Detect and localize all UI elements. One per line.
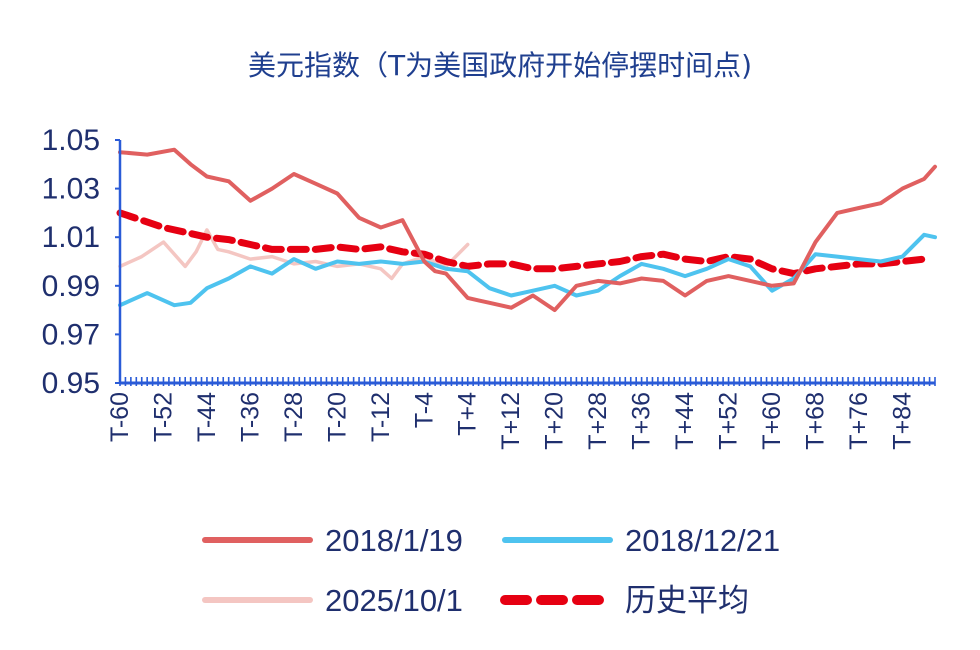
series-line-2 [118,228,470,281]
x-tick-label: T+12 [497,392,525,450]
chart-title: 美元指数（T为美国政府开始停摆时间点) [248,49,752,82]
y-tick-label: 0.95 [42,367,100,400]
x-tick-label: T+60 [758,392,786,450]
x-tick-label: T+84 [888,392,916,450]
axes [118,140,936,386]
y-tick-label: 1.05 [42,124,100,157]
series-line-0 [118,147,937,313]
y-tick-label: 0.99 [42,270,100,303]
x-tick-label: T-12 [367,392,395,442]
x-tick-label: T+20 [541,392,569,450]
x-tick-label: T-52 [150,392,178,442]
legend-label-0: 2018/1/19 [325,523,463,558]
x-tick-label: T-60 [106,392,134,442]
legend-label-3: 历史平均 [625,583,749,618]
x-tick-label: T+52 [715,392,743,450]
x-tick-label: T+76 [845,392,873,450]
y-axis: 1.05 1.03 1.01 0.99 0.97 0.95 [42,124,120,400]
y-tick-label: 1.01 [42,221,100,254]
x-tick-label: T-36 [236,392,264,442]
plot-area [116,147,937,313]
x-tick-label: T+68 [802,392,830,450]
series-line-3 [116,209,928,278]
series-line-1 [118,232,937,308]
x-tick-label: T-4 [410,392,438,428]
x-axis: T-60 T-52 T-44 T-36 T-28 T-20 T-12 T-4 T+4 T+12 T+… [106,392,916,450]
x-tick-label: T-20 [323,392,351,442]
x-tick-label: T+28 [584,392,612,450]
x-tick-label: T-28 [280,392,308,442]
legend-label-2: 2025/10/1 [325,583,463,618]
legend: 2018/1/19 2018/12/21 2025/10/1 历史平均 [202,523,780,618]
y-tick-label: 0.97 [42,318,100,351]
x-tick-label: T+4 [454,392,482,436]
y-tick-label: 1.03 [42,173,100,206]
x-tick-label: T+44 [671,392,699,450]
x-tick-label: T-44 [193,392,221,442]
x-tick-label: T+36 [628,392,656,450]
legend-label-1: 2018/12/21 [625,523,780,558]
